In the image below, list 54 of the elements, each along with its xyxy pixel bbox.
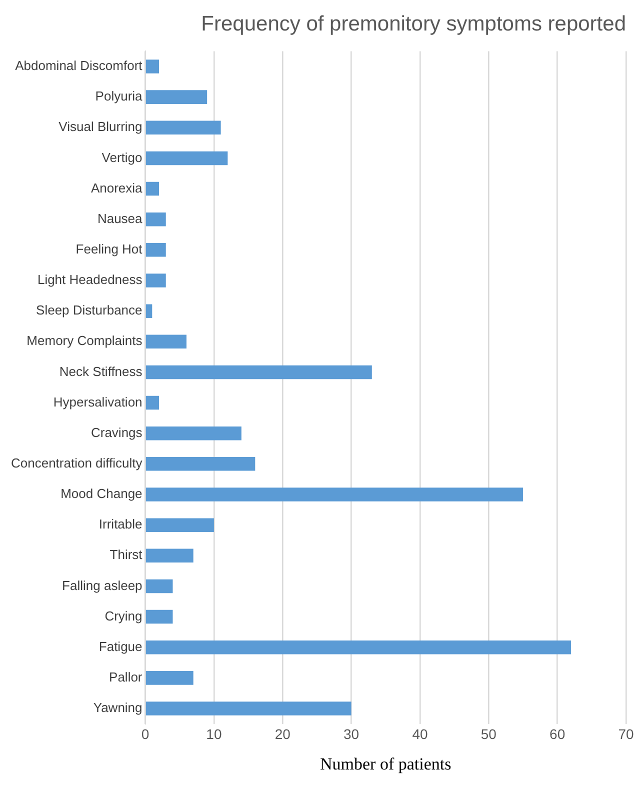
bar: [146, 365, 372, 380]
x-tick-label: 60: [550, 726, 566, 742]
bar: [146, 671, 194, 685]
x-tick-label: 10: [206, 726, 222, 742]
bar: [146, 151, 228, 166]
y-tick-label: Irritable: [98, 516, 142, 532]
bar: [146, 518, 214, 532]
y-tick-label: Cravings: [90, 424, 143, 440]
y-tick-label: Yawning: [93, 700, 142, 716]
y-tick-label: Light Headedness: [37, 272, 143, 288]
x-tick-label: 70: [618, 726, 634, 742]
y-tick-label: Vertigo: [102, 150, 142, 165]
bar: [146, 304, 152, 318]
y-tick-label: Memory Complaints: [26, 333, 143, 348]
y-tick-label: Crying: [104, 608, 142, 624]
bar: [146, 243, 166, 257]
bar: [146, 182, 160, 196]
x-axis-title: Number of patients: [320, 754, 452, 774]
y-tick-label: Feeling Hot: [76, 242, 143, 256]
y-tick-label: Mood Change: [60, 486, 142, 502]
bar: [146, 426, 242, 440]
y-tick-label: Sleep Disturbance: [36, 302, 142, 318]
y-tick-label: Hypersalivation: [53, 394, 142, 410]
bar: [146, 457, 256, 471]
bar: [146, 548, 194, 563]
y-tick-label: Concentration difficulty: [10, 456, 143, 471]
bar: [146, 212, 166, 226]
bar: [146, 60, 160, 74]
bar: [146, 274, 166, 288]
bar: [146, 334, 186, 349]
x-tick-label: 30: [344, 726, 360, 742]
chart-title: Frequency of premonitory symptoms reported: [201, 12, 626, 36]
y-tick-label: Fatigue: [98, 638, 142, 654]
x-tick-label: 40: [412, 726, 428, 742]
bar: [146, 396, 160, 410]
bar: [146, 90, 208, 104]
bar: [146, 120, 221, 135]
y-tick-label: Neck Stiffness: [59, 364, 143, 379]
y-tick-label: Nausea: [97, 210, 144, 226]
bar: [146, 610, 173, 624]
bar: [146, 488, 523, 502]
x-tick-label: 0: [141, 726, 150, 742]
y-tick-label: Pallor: [109, 670, 143, 685]
bar: [146, 640, 572, 654]
y-tick-label: Abdominal Discomfort: [15, 58, 143, 74]
y-tick-label: Thirst: [110, 547, 143, 562]
bar: [146, 702, 352, 716]
y-tick-label: Polyuria: [95, 88, 144, 104]
y-tick-label: Falling asleep: [62, 578, 142, 593]
y-tick-label: Anorexia: [90, 180, 144, 196]
x-tick-label: 50: [480, 726, 497, 742]
bar: [146, 579, 173, 594]
y-tick-label: Visual Blurring: [58, 119, 142, 134]
x-tick-label: 20: [274, 726, 291, 742]
